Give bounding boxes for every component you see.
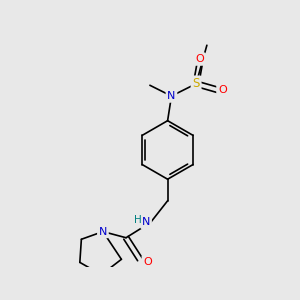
Text: H: H — [134, 215, 142, 225]
Text: N: N — [167, 91, 175, 101]
Text: S: S — [192, 77, 200, 90]
Text: O: O — [218, 85, 227, 95]
Text: O: O — [196, 54, 204, 64]
Text: N: N — [142, 217, 150, 227]
Text: N: N — [99, 226, 107, 237]
Text: O: O — [143, 256, 152, 267]
